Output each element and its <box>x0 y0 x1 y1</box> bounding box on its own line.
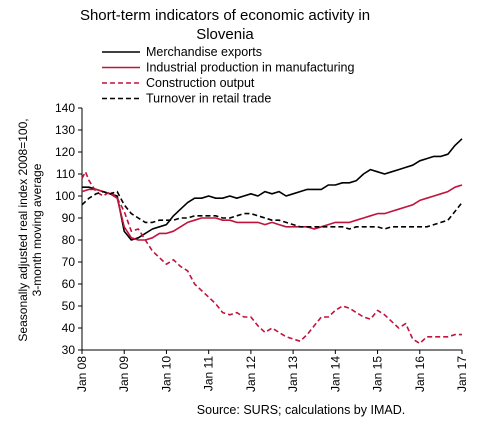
series-line-2 <box>81 171 462 345</box>
y-tick-label: 30 <box>62 343 76 357</box>
x-tick-label: Jan 10 <box>159 356 173 392</box>
y-tick-label: 60 <box>62 277 76 291</box>
series-line-0 <box>82 138 463 241</box>
x-tick-label: Jan 08 <box>75 356 89 392</box>
x-tick-label: Jan 14 <box>328 356 342 392</box>
x-tick-label: Jan 11 <box>202 356 216 391</box>
legend-label-3: Turnover in retail trade <box>146 92 271 106</box>
legend-label-0: Merchandise exports <box>146 45 262 59</box>
source-note: Source: SURS; calculations by IMAD. <box>197 403 405 417</box>
y-tick-label: 110 <box>56 167 75 181</box>
y-tick-label: 70 <box>62 255 76 269</box>
series-line-3 <box>81 190 463 230</box>
y-axis-title-line-1: Seasonally adjusted real index 2008=100, <box>16 118 30 341</box>
x-tick-label: Jan 17 <box>455 356 469 392</box>
legend-label-2: Construction output <box>146 76 255 90</box>
y-tick-label: 80 <box>62 233 76 247</box>
y-tick-label: 100 <box>55 189 75 203</box>
x-tick-label: Jan 13 <box>286 356 300 392</box>
y-axis-title: Seasonally adjusted real index 2008=100,… <box>16 118 44 341</box>
x-tick-label: Jan 15 <box>371 356 385 392</box>
chart-title-line-2: Slovenia <box>196 26 254 43</box>
y-tick-label: 140 <box>55 101 75 115</box>
y-tick-label: 120 <box>55 145 75 159</box>
y-tick-label: 130 <box>55 123 75 137</box>
legend-label-1: Industrial production in manufacturing <box>146 61 355 75</box>
x-tick-label: Jan 16 <box>413 356 427 392</box>
legend: Merchandise exports Industrial production… <box>102 45 355 106</box>
x-tick-label: Jan 12 <box>244 356 258 392</box>
y-tick-label: 40 <box>62 321 76 335</box>
y-tick-label: 50 <box>62 299 76 313</box>
chart-title-line-1: Short-term indicators of economic activi… <box>80 7 370 24</box>
x-tick-label: Jan 09 <box>117 356 131 392</box>
plot-area: 30 40 50 60 70 80 90 100 110 120 130 140 Jan 08 Jan 0… <box>55 101 469 392</box>
y-tick-label: 90 <box>62 211 76 225</box>
y-axis-title-line-2: 3-month moving average <box>30 163 44 296</box>
